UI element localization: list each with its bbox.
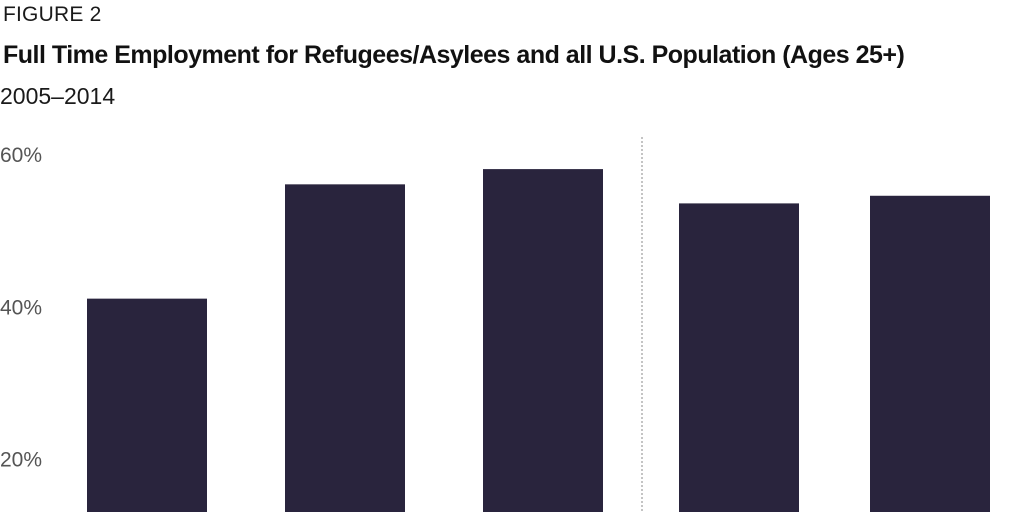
y-tick-label: 20%	[0, 449, 42, 472]
y-tick-label: 40%	[0, 296, 42, 319]
bar	[870, 195, 990, 512]
bar	[679, 203, 799, 512]
chart-title: Full Time Employment for Refugees/Asylee…	[3, 41, 905, 69]
figure-label: FIGURE 2	[3, 3, 102, 26]
bar	[285, 184, 405, 512]
bars-group	[87, 169, 990, 512]
bar	[87, 298, 207, 512]
y-axis-ticks: 20% 40% 60%	[0, 144, 42, 472]
chart-subtitle: 2005–2014	[0, 83, 116, 109]
bar	[483, 169, 603, 512]
y-tick-label: 60%	[0, 144, 42, 167]
